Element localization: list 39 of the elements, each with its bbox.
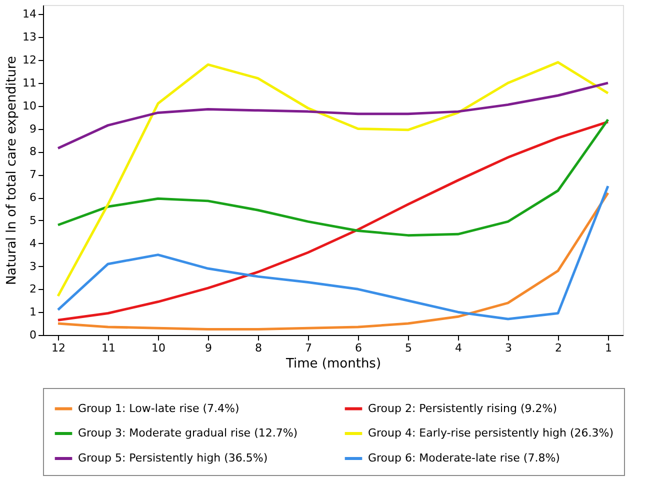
x-tick-label: 7 [305, 342, 312, 354]
x-tick-label: 10 [152, 342, 166, 354]
y-tick-label: 3 [30, 260, 36, 273]
line-series [56, 61, 610, 298]
legend-label: Group 2: Persistently rising (9.2%) [368, 402, 558, 415]
legend-label: Group 5: Persistently high (36.5%) [78, 452, 268, 464]
y-tick-label: 2 [30, 282, 36, 296]
y-tick-label: 12 [22, 54, 36, 66]
legend-label: Group 3: Moderate gradual rise (12.7%) [78, 426, 298, 440]
x-tick-label: 4 [455, 342, 462, 354]
y-axis-title: Natural ln of total care expenditure [4, 56, 20, 286]
x-tick-label: 5 [405, 342, 412, 354]
y-tick-label: 4 [30, 236, 36, 250]
y-tick-label: 0 [30, 328, 36, 342]
y-tick-label: 11 [22, 76, 36, 90]
y-tick-label: 5 [30, 214, 36, 227]
y-tick-label: 9 [30, 122, 36, 136]
y-tick-label: 10 [22, 99, 36, 112]
line-series [56, 118, 610, 237]
x-tick-label: 9 [205, 342, 212, 354]
legend-label: Group 1: Low-late rise (7.4%) [78, 402, 240, 415]
x-axis-title: Time (months) [284, 356, 382, 372]
x-tick-label: 8 [255, 342, 262, 354]
x-tick-label: 12 [52, 342, 66, 354]
line-series [56, 82, 610, 150]
y-tick-label: 6 [30, 191, 36, 204]
y-tick-label: 8 [30, 145, 36, 158]
x-tick-label: 1 [605, 342, 612, 354]
line-series [56, 120, 610, 322]
legend-label: Group 6: Moderate-late rise (7.8%) [368, 452, 560, 464]
y-tick-label: 1 [30, 306, 36, 319]
y-tick-label: 14 [22, 8, 36, 21]
x-tick-label: 6 [355, 342, 362, 354]
y-tick-label: 13 [22, 30, 36, 44]
y-tick-label: 7 [30, 168, 36, 182]
x-tick-label: 3 [505, 342, 512, 354]
legend-label: Group 4: Early-rise persistently high (26.3%) [368, 426, 614, 440]
x-tick-label: 11 [102, 342, 116, 354]
x-tick-label: 2 [555, 342, 562, 354]
